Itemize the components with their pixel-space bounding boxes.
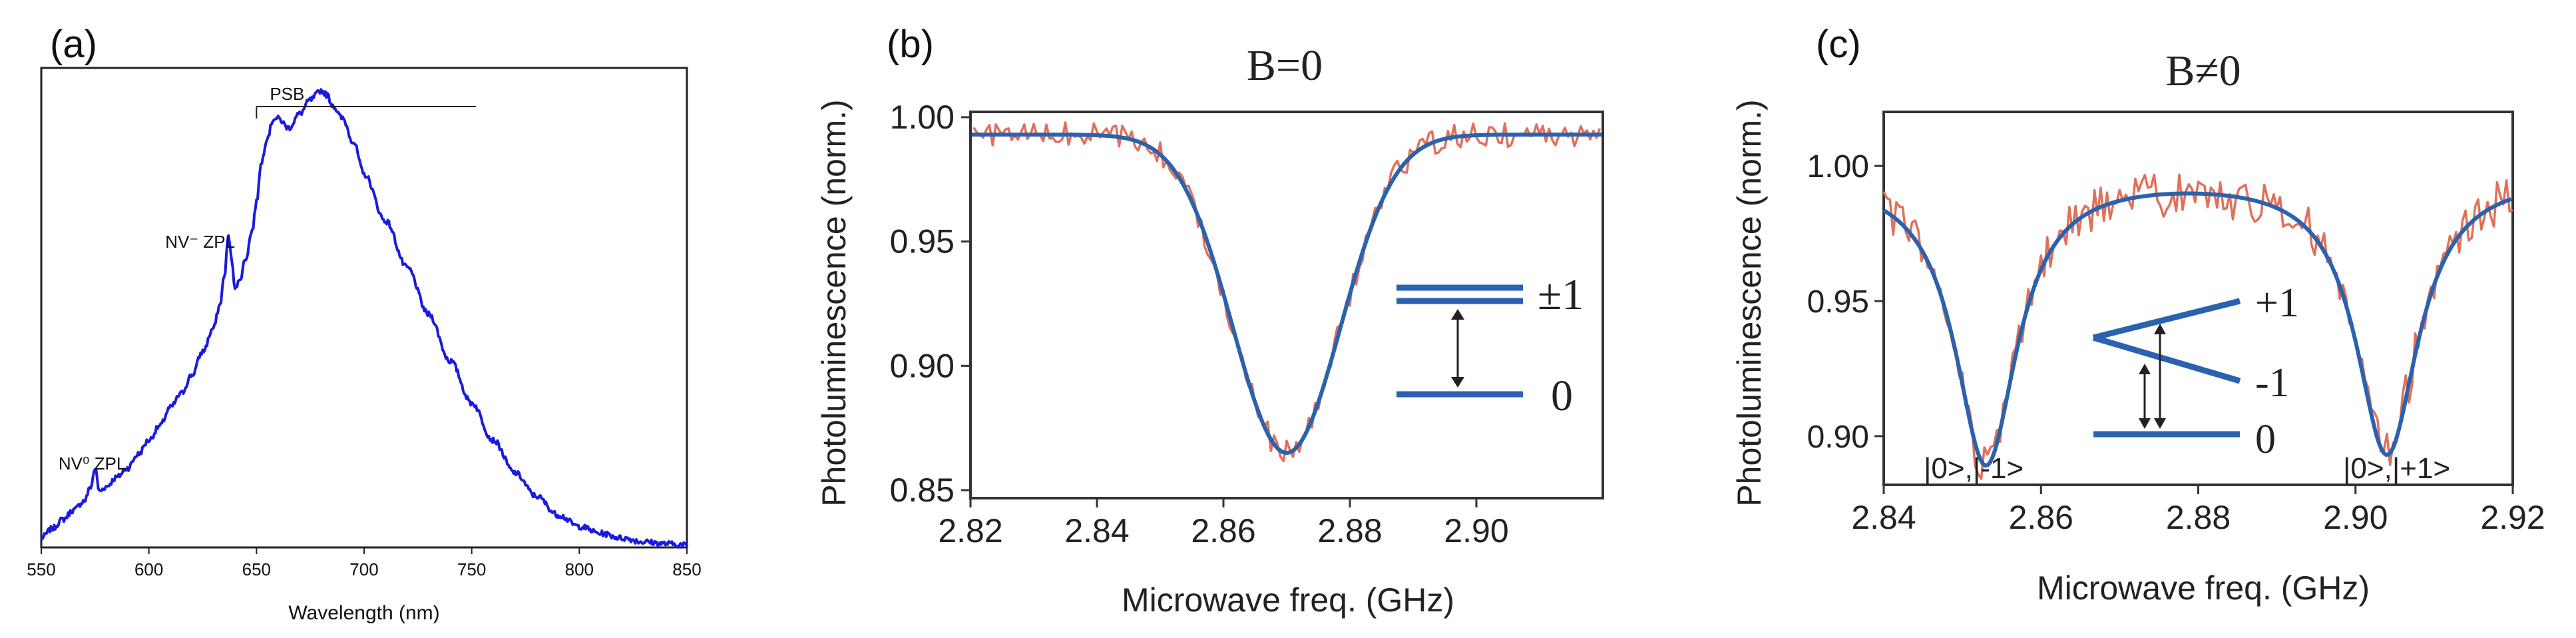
panel-c-arrowhead-plus-down: [2154, 418, 2166, 429]
panel-c-dip-label-right: |0>,|+1>: [2343, 452, 2450, 485]
panel-b-x-tick-label: 2.82: [938, 512, 1002, 549]
panel-b-x-tick-label: 2.90: [1444, 512, 1508, 549]
panel-c-level-label-zero: 0: [2255, 417, 2276, 462]
panel-c: (c) B≠0 0.90 0.95 1.00 2.84 2.86 2.88 2.90 2.9…: [1731, 23, 2545, 607]
panel-a-x-tick-label: 800: [565, 559, 594, 579]
panel-a-plot-frame: [40, 67, 688, 549]
panel-c-level-minus1: [2092, 334, 2241, 384]
panel-c-title: B≠0: [2165, 47, 2241, 95]
panel-a-label: (a): [50, 23, 97, 66]
panel-b-fit-line: [971, 133, 1602, 455]
panel-c-arrowhead-minus-down: [2139, 418, 2151, 429]
panel-a-nv-minus-zpl-label: NV⁻ ZPL: [165, 232, 235, 252]
panel-c-y-tick-label: 0.95: [1807, 284, 1869, 320]
panel-b-plot-frame: [969, 111, 1604, 499]
panel-a-x-tick-label: 550: [27, 559, 55, 579]
panel-a-psb-label: PSB: [270, 84, 304, 104]
panel-c-x-tick-label: 2.90: [2323, 499, 2388, 536]
panel-c-x-axis-label: Microwave freq. (GHz): [2037, 569, 2370, 607]
panel-c-y-tick-label: 1.00: [1807, 149, 1869, 184]
panel-b-level-label-0: 0: [1551, 372, 1573, 420]
panel-c-x-tick-label: 2.92: [2480, 499, 2545, 536]
panel-b-label: (b): [887, 23, 934, 66]
panel-b-x-tick-label: 2.88: [1317, 512, 1382, 549]
panel-c-x-tick-label: 2.84: [1851, 499, 1916, 536]
panel-b-x-axis-label: Microwave freq. (GHz): [1122, 581, 1454, 619]
panel-b-level-diagram: ±1 0: [1396, 270, 1584, 420]
panel-c-level-label-plus1: +1: [2255, 280, 2299, 326]
panel-c-y-tick-label: 0.90: [1807, 420, 1869, 455]
panel-b: (b) B=0 0.850.900.951.00 2.82 2.84 2.86 2.8…: [815, 23, 1604, 619]
panel-a-x-tick-label: 650: [242, 559, 271, 579]
panel-b-arrowhead-up: [1451, 309, 1464, 320]
panel-c-level-label-minus1: -1: [2255, 360, 2290, 406]
panel-c-level-plus1: [2092, 298, 2241, 341]
panel-b-y-tick-label: 0.85: [890, 472, 955, 509]
panel-b-y-tick-label: 1.00: [890, 99, 955, 136]
panel-b-x-tick-label: 2.84: [1064, 512, 1129, 549]
panel-c-arrowhead-plus-up: [2154, 324, 2166, 334]
panel-b-measured-line: [972, 121, 1601, 463]
panel-b-y-tick-label: 0.95: [890, 223, 955, 260]
panel-c-x-tick-label: 2.88: [2166, 499, 2231, 536]
panel-c-y-ticks: 0.90 0.95 1.00: [1807, 149, 1884, 455]
panel-b-y-axis-label: Photoluminescence (norm.): [815, 99, 853, 506]
panel-b-title: B=0: [1247, 41, 1323, 90]
panel-c-arrowhead-minus-up: [2139, 364, 2151, 374]
panel-a-x-axis-label: Wavelength (nm): [288, 602, 439, 624]
panel-a-x-ticks: 550 600 650 700 750 800 850: [27, 547, 702, 579]
panel-a-spectrum-line: [40, 88, 688, 549]
panel-c-fit-line: [1882, 191, 2512, 468]
panel-c-x-ticks: 2.84 2.86 2.88 2.90 2.92: [1851, 485, 2545, 536]
panel-a-psb-bracket: PSB: [256, 84, 477, 119]
panel-c-plot-frame: [1882, 111, 2514, 486]
panel-c-dip-label-left: |0>,|-1>: [1924, 452, 2024, 485]
panel-b-x-tick-label: 2.86: [1191, 512, 1255, 549]
panel-a-x-tick-label: 600: [134, 559, 163, 579]
panel-b-arrowhead-down: [1451, 377, 1464, 388]
panel-c-y-axis-label: Photoluminescence (norm.): [1731, 99, 1768, 506]
panel-b-level-label-pm1: ±1: [1538, 270, 1584, 319]
panel-a: (a) 550 600 650 700 750 800 850 PSB NV⁻ ZPL NV…: [27, 23, 701, 624]
panel-b-x-ticks: 2.82 2.84 2.86 2.88 2.90: [938, 498, 1509, 549]
panel-c-x-tick-label: 2.86: [2009, 499, 2073, 536]
panel-a-x-tick-label: 700: [349, 559, 378, 579]
panel-c-level-diagram: +1 -1 0: [2092, 280, 2299, 462]
panel-a-x-tick-label: 850: [672, 559, 701, 579]
panel-b-y-ticks: 0.85 0.90 0.95 1.00: [890, 99, 970, 509]
panel-b-y-tick-label: 0.90: [890, 347, 955, 384]
panel-a-nv-zero-zpl-label: NV⁰ ZPL: [59, 454, 126, 474]
panel-a-x-tick-label: 750: [457, 559, 486, 579]
panel-c-label: (c): [1816, 23, 1861, 66]
